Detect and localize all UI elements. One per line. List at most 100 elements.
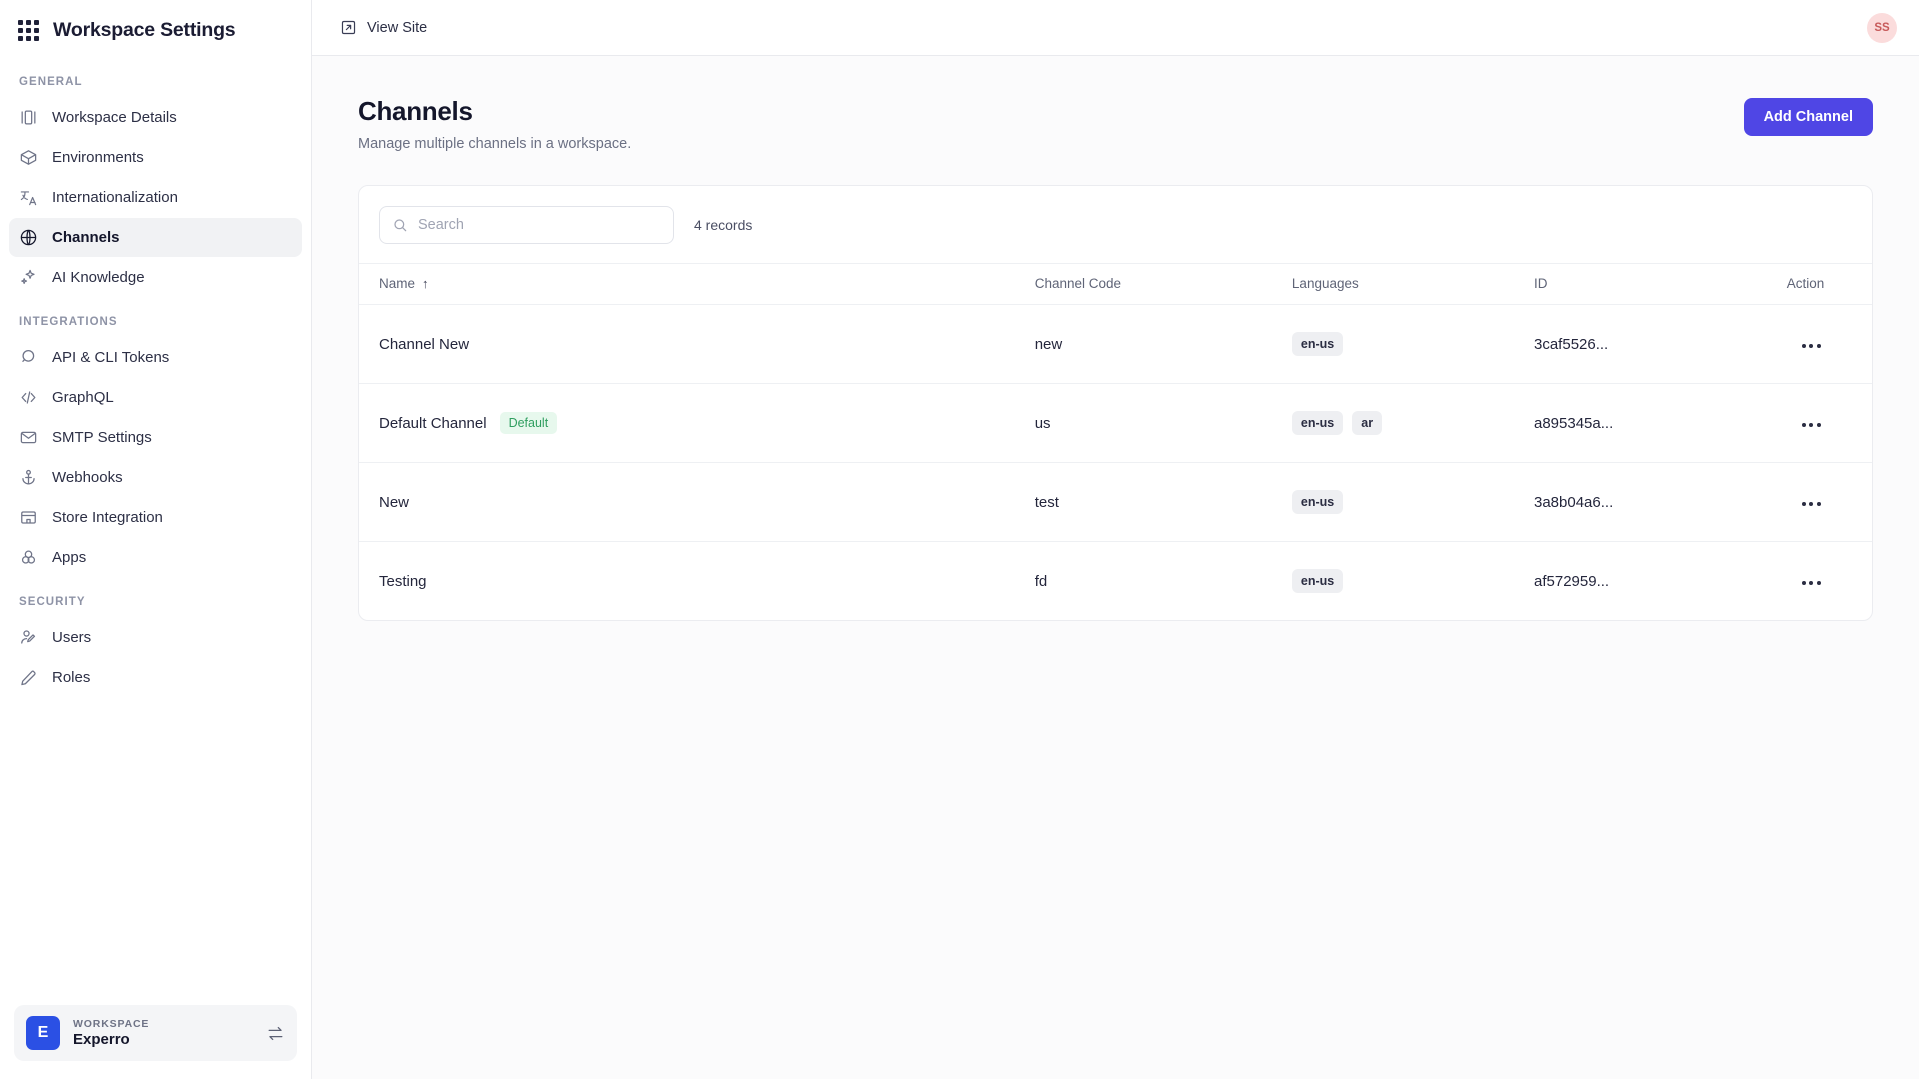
cell-languages: en-us (1282, 542, 1524, 621)
topbar: View Site SS (312, 0, 1919, 56)
sidebar-item-label: Environments (52, 149, 144, 166)
cell-name: New (359, 462, 1025, 542)
workspace-switcher[interactable]: E WORKSPACE Experro (14, 1005, 297, 1061)
name-cell: New (379, 494, 1015, 511)
sidebar-brand-title: Workspace Settings (53, 18, 236, 41)
sidebar-item-roles[interactable]: Roles (9, 658, 302, 697)
table-row[interactable]: Channel New new en-us 3caf5526... (359, 304, 1872, 384)
kebab-menu-icon[interactable] (1798, 575, 1825, 591)
key-icon (19, 348, 38, 367)
table-row[interactable]: New test en-us 3a8b04a6... (359, 462, 1872, 542)
page-title: Channels (358, 96, 473, 126)
page-header: Channels Manage multiple channels in a w… (358, 96, 1873, 152)
sidebar-item-smtp-settings[interactable]: SMTP Settings (9, 418, 302, 457)
language-chip: ar (1352, 411, 1383, 435)
sidebar-item-webhooks[interactable]: Webhooks (9, 458, 302, 497)
language-chips: en-us ar (1291, 411, 1514, 435)
sidebar-item-graphql[interactable]: GraphQL (9, 378, 302, 417)
table-head: Name ↑ Channel Code Languages ID Action (359, 263, 1872, 305)
cell-action (1751, 542, 1872, 621)
sidebar-item-label: Channels (52, 229, 120, 246)
user-edit-icon (19, 628, 38, 647)
sidebar-footer: E WORKSPACE Experro (0, 995, 311, 1079)
language-chip: en-us (1291, 569, 1344, 593)
name-cell: Default Channel Default (379, 412, 1015, 434)
cell-action (1750, 462, 1872, 542)
main-area: View Site SS Channels Manage multiple ch… (312, 0, 1919, 1079)
sidebar-item-label: Workspace Details (52, 109, 177, 126)
sidebar-item-label: AI Knowledge (52, 269, 145, 286)
column-header-label: Name (379, 276, 416, 291)
sidebar-item-label: Internationalization (52, 189, 178, 206)
sidebar-section-integrations-label: INTEGRATIONS (19, 316, 118, 328)
mail-icon (19, 428, 38, 447)
kebab-menu-icon[interactable] (1798, 338, 1825, 354)
translate-icon (19, 188, 38, 207)
cell-name: Default Channel Default (359, 383, 1025, 463)
box-icon (19, 148, 38, 167)
column-header-channel-code[interactable]: Channel Code (1024, 263, 1282, 305)
view-site-label: View Site (367, 19, 428, 36)
column-header-name[interactable]: Name ↑ (359, 263, 1025, 305)
table-row[interactable]: Default Channel Default us en-us ar (359, 383, 1872, 463)
cell-id: 3caf5526... (1524, 304, 1751, 384)
add-channel-button[interactable]: Add Channel (1743, 98, 1873, 136)
sidebar-item-api-cli-tokens[interactable]: API & CLI Tokens (9, 338, 302, 377)
name-cell: Channel New (379, 336, 1015, 353)
cell-id: 3a8b04a6... (1524, 462, 1751, 542)
sidebar-item-users[interactable]: Users (9, 618, 302, 657)
sidebar-item-channels[interactable]: Channels (9, 218, 302, 257)
column-header-id[interactable]: ID (1524, 263, 1751, 305)
cell-action (1750, 304, 1872, 384)
channel-name: New (379, 493, 410, 511)
sidebar-item-apps[interactable]: Apps (9, 538, 302, 577)
cell-channel-code: test (1024, 462, 1282, 542)
sidebar-item-label: Apps (52, 549, 87, 566)
kebab-menu-icon[interactable] (1798, 496, 1825, 512)
sidebar-item-internationalization[interactable]: Internationalization (9, 178, 302, 217)
page-subtitle: Manage multiple channels in a workspace. (358, 136, 632, 152)
cell-channel-code: fd (1034, 572, 1048, 590)
sidebar-item-label: SMTP Settings (52, 429, 152, 446)
language-chip: en-us (1291, 332, 1344, 356)
anchor-icon (19, 468, 38, 487)
column-header-languages[interactable]: Languages (1281, 263, 1524, 305)
workspace-name: Experro (73, 1031, 130, 1048)
external-link-icon (340, 19, 357, 36)
cell-languages: en-us (1281, 304, 1524, 384)
table-row[interactable]: Testing fd en-us af572959... (359, 542, 1872, 621)
view-site-button[interactable]: View Site (340, 19, 427, 36)
cell-name: Channel New (359, 304, 1025, 384)
cell-languages: en-us (1281, 462, 1524, 542)
records-count: 4 records (694, 217, 753, 233)
language-chip: en-us (1291, 411, 1344, 435)
sidebar-item-label: GraphQL (52, 389, 114, 406)
switch-arrows-icon[interactable] (266, 1024, 285, 1043)
grid-apps-icon[interactable] (18, 19, 39, 41)
channel-name: Default Channel (379, 414, 487, 432)
sidebar-item-workspace-details[interactable]: Workspace Details (9, 98, 302, 137)
table-header-row: Name ↑ Channel Code Languages ID Action (359, 263, 1872, 305)
sidebar-item-label: API & CLI Tokens (52, 349, 170, 366)
status-badge: Default (499, 412, 558, 434)
code-brackets-icon (19, 388, 38, 407)
sidebar-item-ai-knowledge[interactable]: AI Knowledge (9, 258, 302, 297)
search-wrapper (379, 206, 674, 244)
column-header-action: Action (1750, 263, 1872, 305)
sidebar-nav: GENERAL Workspace Details Environments I… (0, 58, 311, 995)
name-sort-control[interactable]: Name ↑ (379, 276, 429, 291)
workspace-text: WORKSPACE Experro (73, 1018, 253, 1048)
sidebar-item-environments[interactable]: Environments (9, 138, 302, 177)
search-input[interactable] (379, 206, 674, 244)
channel-name: Channel New (379, 335, 470, 353)
kebab-menu-icon[interactable] (1798, 417, 1825, 433)
language-chips: en-us (1291, 490, 1514, 514)
sparkles-icon (19, 268, 38, 287)
cell-id: a895345a... (1524, 383, 1751, 463)
cell-channel-code: us (1024, 383, 1282, 463)
avatar[interactable]: SS (1867, 12, 1897, 43)
page-content: Channels Manage multiple channels in a w… (312, 56, 1919, 1079)
cell-name: Testing (359, 542, 1025, 621)
sidebar-item-store-integration[interactable]: Store Integration (9, 498, 302, 537)
